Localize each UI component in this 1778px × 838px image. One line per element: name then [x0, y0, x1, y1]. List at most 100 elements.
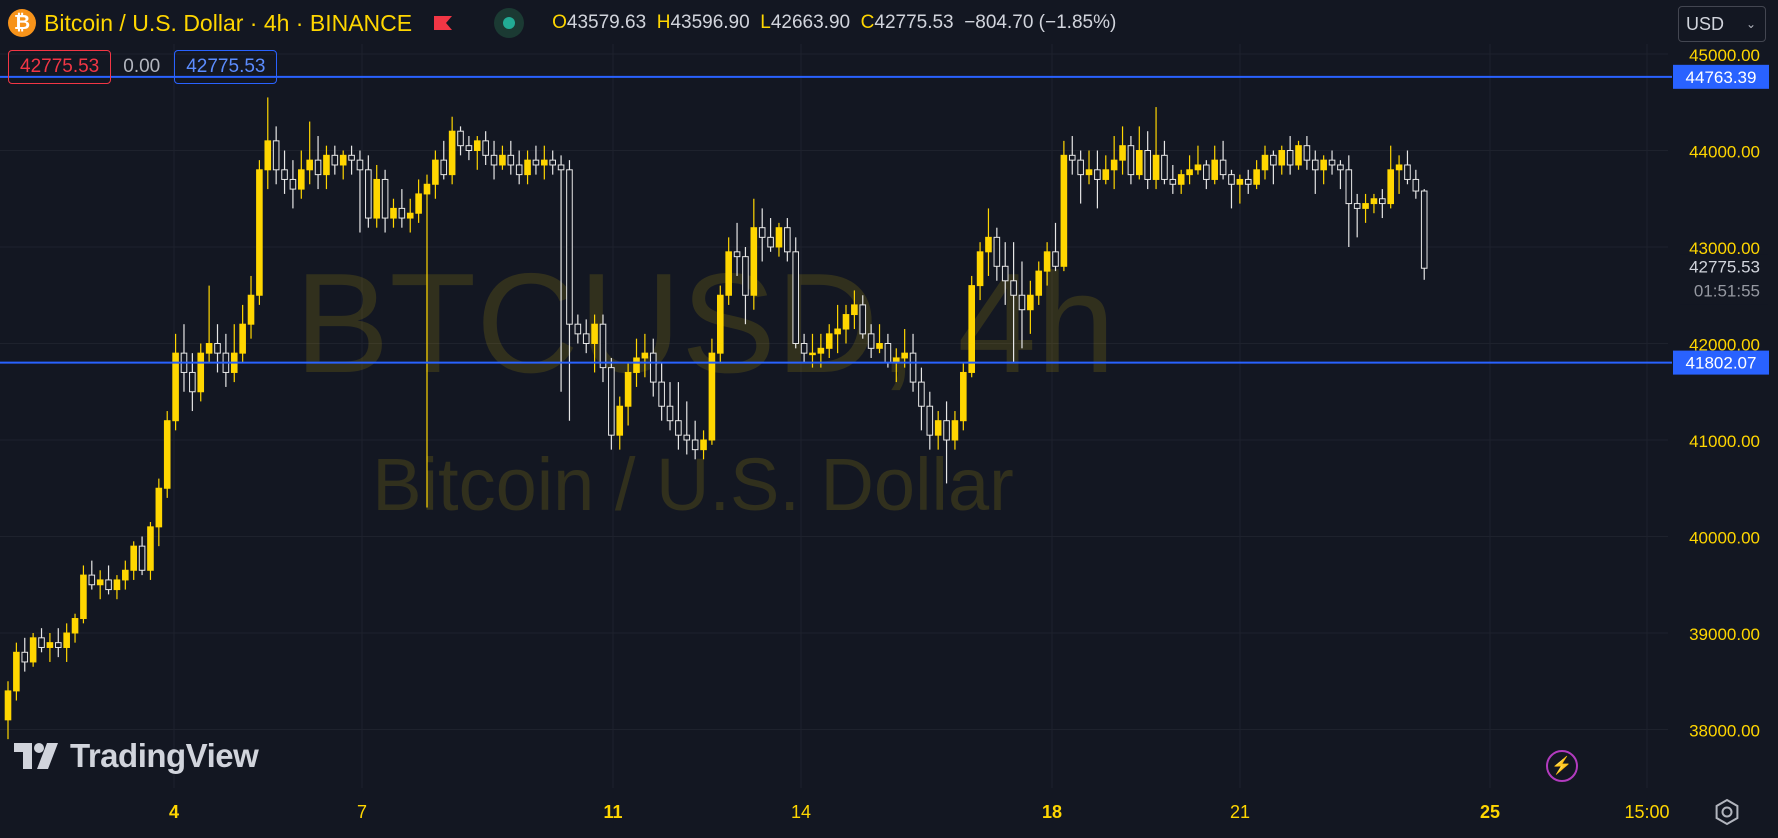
candle — [616, 396, 624, 450]
candle — [1395, 155, 1403, 194]
candle-body — [1379, 198, 1386, 205]
candle — [205, 285, 213, 363]
candle — [649, 338, 657, 397]
candle — [1043, 242, 1051, 286]
bitcoin-icon: ₿ — [8, 9, 36, 37]
candle — [1203, 160, 1210, 190]
candle-body — [264, 140, 272, 171]
buy-button[interactable]: 42775.53 — [174, 50, 278, 84]
watermark-title: BTCUSD, 4h — [295, 244, 1116, 403]
candle-body — [256, 169, 263, 296]
candle-body — [926, 405, 934, 436]
open-label: O — [552, 12, 567, 33]
candle — [1362, 193, 1369, 223]
candle — [951, 411, 959, 450]
candle-body — [1161, 154, 1168, 180]
candle-body — [1094, 169, 1101, 180]
candle-body — [993, 236, 1001, 267]
candle — [1420, 189, 1428, 280]
candle-body — [725, 251, 732, 296]
x-tick-label: 21 — [1230, 802, 1250, 822]
candle-body — [1353, 203, 1361, 209]
candle — [1102, 155, 1110, 185]
candle-body — [298, 169, 305, 190]
candle-body — [1261, 154, 1269, 171]
sell-button[interactable]: 42775.53 — [8, 50, 112, 84]
candle-body — [649, 352, 657, 383]
y-tick-label: 45000.00 — [1689, 46, 1760, 65]
candle — [1001, 242, 1009, 305]
candle — [4, 681, 12, 740]
candle — [1345, 155, 1353, 247]
candle — [918, 367, 925, 431]
candle — [1337, 160, 1344, 190]
candle — [499, 145, 506, 170]
candle-body — [63, 632, 70, 648]
lightning-icon[interactable]: ⚡ — [1546, 750, 1578, 782]
candle — [1194, 145, 1202, 175]
y-tick-label: 43000.00 — [1689, 239, 1760, 258]
candle-body — [465, 145, 473, 152]
candle — [934, 411, 942, 450]
candle-body — [800, 343, 808, 354]
candle-body — [876, 343, 883, 349]
candle-body — [122, 569, 129, 581]
candle-body — [691, 439, 699, 451]
candle — [515, 150, 523, 185]
last-price-box — [1680, 254, 1768, 305]
candle-body — [1077, 159, 1084, 176]
market-status-icon[interactable] — [494, 8, 525, 38]
candle-body — [1236, 178, 1244, 185]
candle-body — [566, 169, 573, 325]
low-label: L — [760, 12, 771, 33]
candle — [683, 401, 691, 455]
candle — [406, 198, 414, 233]
candle-body — [809, 352, 816, 356]
candle-body — [960, 371, 967, 422]
candle — [1228, 169, 1235, 209]
currency-select[interactable]: USD ⌄ — [1678, 6, 1766, 42]
candle-body — [289, 178, 297, 190]
candle — [180, 324, 188, 392]
symbol-watermark: BTCUSD, 4h Bitcoin / U.S. Dollar — [295, 244, 1116, 526]
candle-body — [792, 251, 800, 344]
candle-body — [1303, 145, 1311, 161]
candle-body — [390, 207, 397, 219]
candle-body — [457, 130, 464, 147]
candle — [1270, 150, 1277, 185]
ohlc-readout: O43579.63 H43596.90 L42663.90 C42775.53 … — [552, 12, 1116, 34]
y-tick-label: 41000.00 — [1689, 432, 1760, 451]
candle — [859, 295, 867, 339]
candle — [1404, 150, 1411, 185]
candle-body — [365, 169, 372, 219]
countdown-label: 01:51:55 — [1694, 282, 1760, 301]
candle-body — [499, 154, 506, 166]
horizontal-line-label: 41802.07 — [1686, 354, 1757, 373]
price-axis: 38000.00 39000.00 40000.00 41000.00 42000.00… — [1680, 46, 1768, 741]
candle-body — [616, 405, 624, 436]
gear-icon[interactable] — [1712, 797, 1742, 827]
candle-body — [1068, 154, 1076, 161]
candle — [1119, 126, 1126, 175]
candle — [507, 140, 515, 175]
candle-body — [406, 212, 414, 219]
candle — [1186, 155, 1193, 185]
candle — [323, 145, 330, 190]
flag-icon[interactable] — [432, 14, 454, 32]
candle-body — [1186, 169, 1193, 176]
candle-body — [1027, 294, 1034, 311]
trade-buttons: 42775.53 0.00 42775.53 — [8, 50, 278, 84]
candle — [71, 613, 79, 643]
candle-body — [1018, 294, 1026, 311]
candle-body — [239, 323, 246, 354]
horizontal-line-label: 44763.39 — [1686, 68, 1757, 87]
candle — [1077, 150, 1084, 204]
candle-body — [951, 420, 959, 441]
symbol-title[interactable]: Bitcoin / U.S. Dollar · 4h · BINANCE — [44, 9, 413, 36]
tradingview-logo[interactable]: TradingView — [14, 737, 259, 775]
candle — [247, 275, 255, 339]
candle — [390, 198, 397, 228]
candle — [943, 401, 950, 484]
candle-body — [1337, 164, 1344, 171]
